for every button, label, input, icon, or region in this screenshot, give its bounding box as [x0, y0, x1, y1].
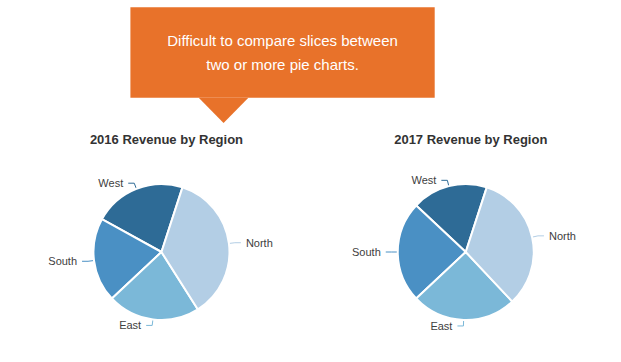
svg-text:2017 Revenue by Region: 2017 Revenue by Region [394, 132, 547, 147]
svg-text:Difficult to compare slices be: Difficult to compare slices between [167, 32, 398, 49]
svg-text:South: South [352, 246, 381, 258]
svg-text:two or more pie charts.: two or more pie charts. [206, 56, 359, 73]
svg-text:2016 Revenue by Region: 2016 Revenue by Region [90, 132, 243, 147]
svg-text:East: East [119, 319, 141, 331]
svg-text:North: North [246, 237, 273, 249]
svg-text:South: South [48, 255, 77, 267]
svg-text:West: West [411, 174, 436, 186]
svg-text:East: East [430, 320, 452, 332]
svg-text:West: West [98, 177, 123, 189]
svg-text:North: North [549, 230, 576, 242]
